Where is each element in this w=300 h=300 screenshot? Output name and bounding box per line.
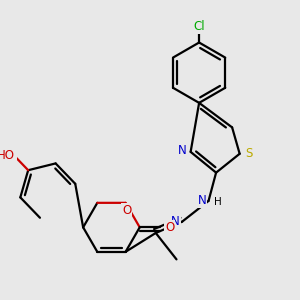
Text: H: H: [214, 197, 222, 207]
Text: O: O: [122, 204, 131, 217]
Text: N: N: [198, 194, 206, 207]
Text: O: O: [165, 221, 175, 234]
Text: Cl: Cl: [193, 20, 205, 33]
Text: N: N: [171, 215, 180, 228]
Text: N: N: [178, 143, 187, 157]
Text: S: S: [245, 147, 253, 160]
Text: HO: HO: [0, 149, 15, 162]
